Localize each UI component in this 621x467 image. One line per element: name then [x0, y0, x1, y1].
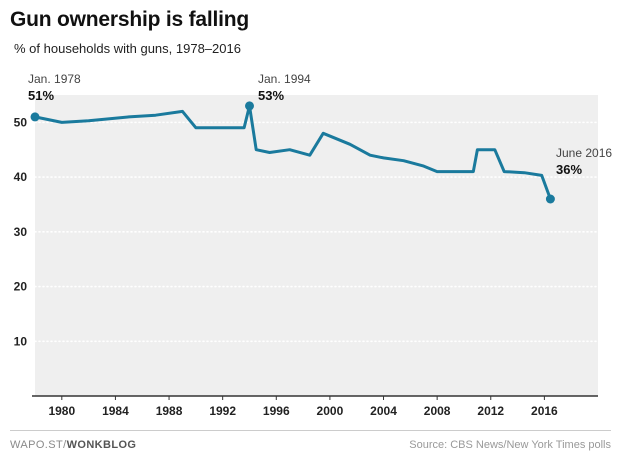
x-tick-label: 1996: [263, 404, 290, 418]
annotation-1978-value: 51%: [28, 88, 55, 103]
y-tick-label: 20: [14, 280, 28, 294]
page-title: Gun ownership is falling: [10, 8, 250, 31]
annotation-2016: June 2016 36%: [556, 146, 612, 177]
y-tick-label: 10: [14, 334, 28, 348]
y-tick-label: 40: [14, 170, 28, 184]
data-point-marker: [30, 112, 40, 122]
x-tick-label: 2000: [317, 404, 344, 418]
plot-area: [35, 95, 598, 396]
x-tick-label: 2016: [531, 404, 558, 418]
x-tick-label: 1984: [102, 404, 129, 418]
x-tick-label: 2004: [370, 404, 397, 418]
x-tick-label: 1992: [209, 404, 236, 418]
data-line: [33, 104, 552, 201]
chart-subtitle: % of households with guns, 1978–2016: [14, 41, 241, 56]
x-tick-label: 1980: [48, 404, 75, 418]
x-tick-label: 2012: [477, 404, 504, 418]
chart-header: Gun ownership is falling % of households…: [10, 8, 249, 56]
footer-brand: WAPO.ST/WONKBLOG: [10, 439, 136, 451]
annotation-1978: Jan. 1978 51%: [28, 72, 81, 103]
annotation-1994: Jan. 1994 53%: [258, 72, 311, 103]
data-point-marker: [545, 194, 555, 204]
x-tick-label: 1988: [156, 404, 183, 418]
footer-brand-name: WONKBLOG: [66, 439, 137, 451]
y-tick-label: 50: [14, 115, 28, 129]
footer-brand-prefix: WAPO.ST/: [10, 439, 67, 451]
y-tick-label: 30: [14, 225, 28, 239]
annotation-2016-label: June 2016: [556, 146, 613, 160]
annotation-2016-value: 36%: [556, 162, 583, 177]
footer-source: Source: CBS News/New York Times polls: [409, 439, 611, 451]
annotation-1994-label: Jan. 1994: [258, 72, 311, 86]
annotation-1978-label: Jan. 1978: [28, 72, 81, 86]
x-tick-label: 2008: [424, 404, 451, 418]
annotation-1994-value: 53%: [258, 88, 285, 103]
footer: WAPO.ST/WONKBLOG Source: CBS News/New Yo…: [10, 430, 611, 451]
data-point-marker: [245, 101, 254, 111]
